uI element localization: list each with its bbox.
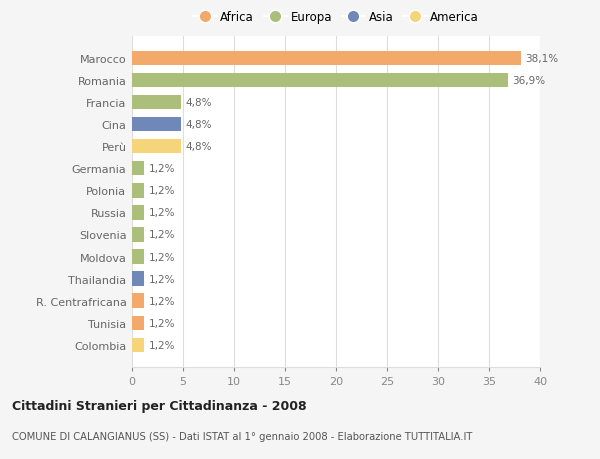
Bar: [132, 184, 144, 198]
Bar: [132, 272, 144, 286]
Bar: [132, 118, 181, 132]
Text: 1,2%: 1,2%: [148, 340, 175, 350]
Legend: Africa, Europa, Asia, America: Africa, Europa, Asia, America: [193, 11, 479, 24]
Text: 4,8%: 4,8%: [185, 142, 212, 152]
Text: 1,2%: 1,2%: [148, 274, 175, 284]
Text: 1,2%: 1,2%: [148, 186, 175, 196]
Bar: [132, 74, 508, 88]
Text: 1,2%: 1,2%: [148, 318, 175, 328]
Text: 1,2%: 1,2%: [148, 208, 175, 218]
Text: 36,9%: 36,9%: [512, 76, 545, 86]
Text: 38,1%: 38,1%: [525, 54, 558, 64]
Text: 4,8%: 4,8%: [185, 98, 212, 108]
Text: Cittadini Stranieri per Cittadinanza - 2008: Cittadini Stranieri per Cittadinanza - 2…: [12, 399, 307, 412]
Bar: [132, 338, 144, 352]
Text: COMUNE DI CALANGIANUS (SS) - Dati ISTAT al 1° gennaio 2008 - Elaborazione TUTTIT: COMUNE DI CALANGIANUS (SS) - Dati ISTAT …: [12, 431, 472, 442]
Bar: [132, 140, 181, 154]
Bar: [132, 96, 181, 110]
Bar: [132, 250, 144, 264]
Bar: [132, 316, 144, 330]
Text: 1,2%: 1,2%: [148, 252, 175, 262]
Bar: [132, 206, 144, 220]
Bar: [132, 52, 521, 66]
Text: 1,2%: 1,2%: [148, 164, 175, 174]
Text: 1,2%: 1,2%: [148, 230, 175, 240]
Text: 4,8%: 4,8%: [185, 120, 212, 130]
Bar: [132, 294, 144, 308]
Text: 1,2%: 1,2%: [148, 296, 175, 306]
Bar: [132, 162, 144, 176]
Bar: [132, 228, 144, 242]
